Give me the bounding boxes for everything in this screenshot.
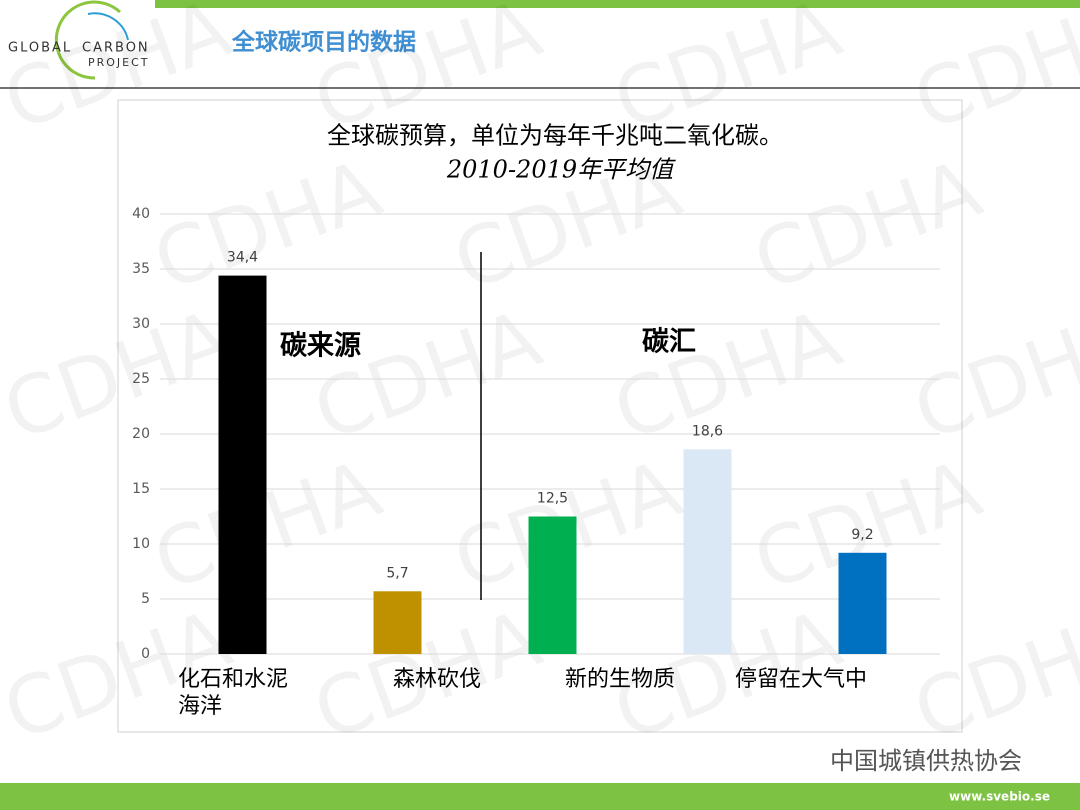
y-tick-label: 0 bbox=[141, 646, 150, 662]
bar bbox=[838, 552, 887, 654]
x-tick-label: 化石和水泥 海洋 bbox=[178, 667, 289, 719]
value-label: 18,6 bbox=[692, 423, 723, 439]
value-label: 5,7 bbox=[386, 565, 408, 581]
y-tick-label: 30 bbox=[132, 316, 150, 332]
y-tick-label: 5 bbox=[141, 591, 150, 607]
background-mark: CDHA bbox=[902, 292, 1080, 459]
background-mark: CDHA bbox=[742, 142, 992, 309]
background-mark: CDHA bbox=[902, 592, 1080, 759]
annotation: 碳汇 bbox=[642, 327, 696, 358]
background-mark: CDHA bbox=[302, 292, 552, 459]
logo-text: CARBON bbox=[82, 41, 150, 56]
logo-text: GLOBAL bbox=[8, 41, 72, 56]
background-mark: CDHA bbox=[602, 292, 852, 459]
background-mark: CDHA bbox=[0, 0, 243, 148]
background-mark: CDHA bbox=[902, 0, 1080, 148]
bottom-bar bbox=[0, 783, 1080, 810]
bar bbox=[373, 591, 422, 654]
y-tick-label: 40 bbox=[132, 206, 150, 222]
chart-title: 全球碳预算，单位为每年千兆吨二氧化碳。 bbox=[327, 122, 783, 150]
y-tick-label: 10 bbox=[132, 536, 150, 552]
value-label: 9,2 bbox=[851, 527, 873, 543]
bar bbox=[683, 449, 732, 654]
x-tick-label: 森林砍伐 bbox=[393, 667, 482, 692]
footer-url: www.svebio.se bbox=[949, 790, 1050, 804]
top-bar bbox=[155, 0, 1080, 8]
y-tick-label: 20 bbox=[132, 426, 150, 442]
logo-text: PROJECT bbox=[88, 56, 150, 69]
x-tick-label: 新的生物质 bbox=[565, 667, 676, 692]
logo-arc bbox=[87, 12, 129, 41]
chart-subtitle: 2010-2019年平均值 bbox=[446, 156, 676, 184]
bar bbox=[528, 516, 577, 654]
bar bbox=[218, 275, 267, 654]
background-mark: CDHA bbox=[0, 292, 243, 459]
watermark: 中国城镇供热协会 bbox=[830, 747, 1022, 775]
y-tick-label: 25 bbox=[132, 371, 150, 387]
logo-arc bbox=[54, 0, 122, 80]
annotation: 碳来源 bbox=[280, 331, 361, 362]
chart-frame bbox=[117, 99, 963, 733]
y-tick-label: 35 bbox=[132, 261, 150, 277]
slide-title: 全球碳项目的数据 bbox=[231, 29, 416, 56]
background-mark: CDHA bbox=[142, 442, 392, 609]
value-label: 34,4 bbox=[227, 250, 258, 266]
value-label: 12,5 bbox=[537, 491, 568, 507]
background-mark: CDHA bbox=[142, 142, 392, 309]
x-tick-label: 停留在大气中 bbox=[735, 667, 868, 692]
y-tick-label: 15 bbox=[132, 481, 150, 497]
